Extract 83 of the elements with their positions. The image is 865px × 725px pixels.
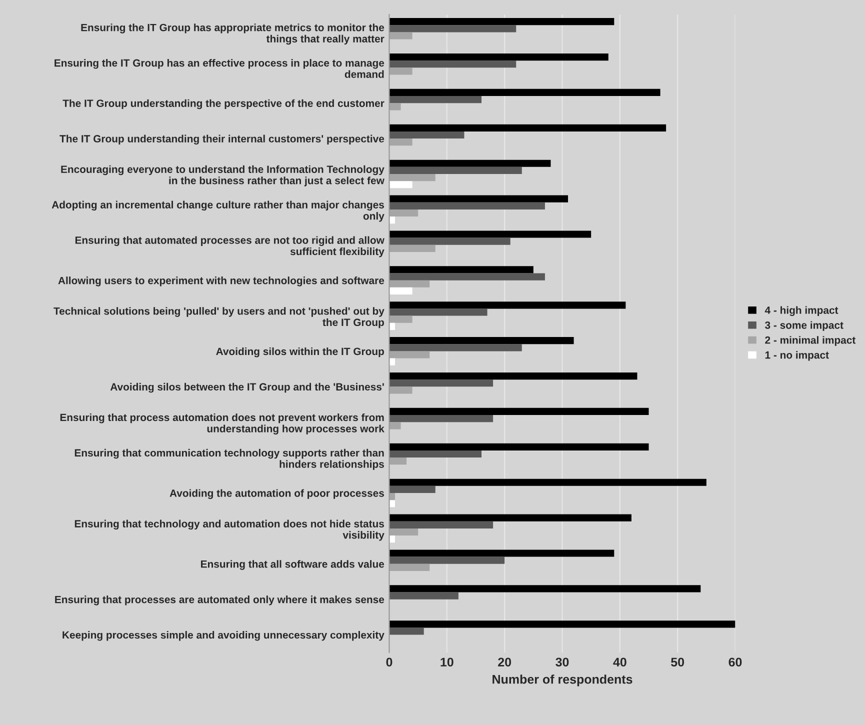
y-tick-label: Ensuring that process automation does not prevent workers from understanding how processes work (60, 413, 384, 434)
y-tick-label: Ensuring that automated processes are not too rigid and allow sufficient flexibility (75, 236, 384, 258)
y-tick-label: Ensuring the IT Group has an effective process in place to manage demand (54, 59, 384, 78)
x-tick-label: 50 (671, 658, 684, 667)
legend-label: 1 - no impact (765, 351, 829, 361)
bar (389, 103, 401, 110)
y-tick-label: Avoiding silos between the IT Group and the 'Business' (110, 382, 384, 393)
y-tick-label: Ensuring that communication technology supports rather than hinders relationships (74, 448, 384, 470)
x-tick-label: 20 (498, 658, 512, 667)
bar (389, 202, 545, 210)
bar (389, 88, 660, 96)
bar (389, 628, 424, 635)
bar (389, 18, 614, 26)
bar (389, 337, 574, 344)
bar (389, 443, 649, 450)
bar (389, 308, 488, 316)
x-tick-label: 0 (386, 658, 392, 667)
y-tick-label: Encouraging everyone to understand the Information Technology in the business rather than just a select few (61, 165, 384, 186)
bar (389, 564, 430, 571)
x-tick-label: 40 (613, 658, 626, 667)
y-tick-label: Avoiding silos within the IT Group (216, 347, 384, 358)
bar (389, 351, 430, 358)
bar (389, 181, 412, 188)
y-tick-label: Avoiding the automation of poor processes (170, 489, 384, 499)
bar (389, 372, 638, 380)
bar (389, 53, 608, 61)
bar (389, 521, 494, 528)
bar (389, 302, 626, 309)
legend-label: 2 - minimal impact (765, 336, 856, 346)
y-tick-label: Keeping processes simple and avoiding unnecessary complexity (62, 631, 384, 641)
bar (389, 478, 706, 486)
y-tick-label: Ensuring the IT Group has appropriate metrics to monitor the things that really matter (81, 24, 384, 45)
bar (389, 68, 412, 75)
bar (389, 450, 482, 458)
y-tick-label: Ensuring that technology and automation does not hide status visibility (74, 520, 384, 541)
bar (389, 408, 649, 416)
x-axis-title: Number of respondents (492, 674, 632, 686)
bar (389, 230, 592, 238)
bar (389, 528, 418, 536)
bar (389, 287, 412, 295)
legend-label: 4 - high impact (764, 306, 838, 316)
bar (389, 96, 482, 104)
legend-label: 3 - some impact (764, 321, 844, 331)
x-tick-label: 60 (728, 658, 742, 667)
bar (389, 550, 614, 557)
bar (389, 209, 418, 217)
y-tick-label: Ensuring that processes are automated only where it makes sense (55, 596, 384, 606)
bar (389, 273, 545, 280)
bar (389, 60, 516, 68)
bar (389, 195, 568, 202)
x-tick-label: 30 (556, 658, 569, 667)
bar (389, 422, 401, 430)
bar (389, 344, 522, 352)
bar (389, 32, 412, 40)
bar (389, 458, 407, 465)
bar (389, 124, 666, 132)
bar (389, 174, 436, 182)
bar (389, 592, 458, 600)
bar (389, 585, 701, 592)
bar (389, 514, 632, 522)
bar (389, 238, 510, 245)
bar (389, 556, 505, 564)
y-tick-label: The IT Group understanding the perspective of the end customer (62, 99, 384, 110)
bar (389, 386, 412, 394)
bar (389, 620, 736, 628)
bar (389, 380, 494, 387)
bar (389, 25, 516, 32)
bar (389, 266, 534, 274)
bar (389, 415, 494, 422)
bar (389, 280, 430, 288)
bar (389, 131, 464, 139)
y-tick-label: The IT Group understanding their internal customers' perspective (60, 134, 384, 145)
x-tick-label: 10 (440, 658, 454, 667)
bar (389, 244, 436, 252)
y-tick-label: Ensuring that all software adds value (201, 560, 384, 570)
bar (389, 160, 551, 167)
bar (389, 138, 412, 146)
bar (389, 486, 436, 493)
y-tick-label: Allowing users to experiment with new technologies and software (58, 276, 384, 286)
y-tick-label: Adopting an incremental change culture rather than major changes only (52, 200, 384, 222)
bar (389, 166, 522, 174)
y-tick-label: Technical solutions being 'pulled' by users and not 'pushed' out by the IT Group (54, 307, 384, 328)
bar (389, 316, 412, 323)
